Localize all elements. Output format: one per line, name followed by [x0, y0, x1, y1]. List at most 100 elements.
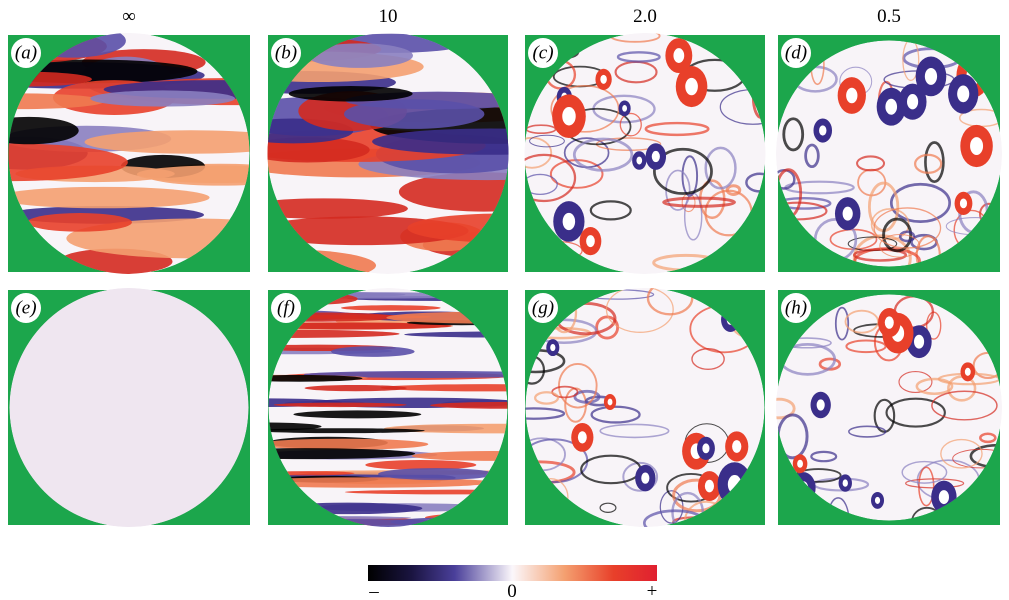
filament [848, 425, 887, 438]
filament [524, 173, 558, 196]
vortex-core [586, 235, 595, 248]
band [344, 99, 485, 129]
vortex-core [636, 156, 643, 165]
vortex-core [562, 212, 576, 231]
vortex-core [846, 87, 858, 104]
vortex-core [957, 85, 970, 103]
band [365, 460, 477, 470]
vortex-core [702, 443, 710, 454]
band [268, 477, 493, 488]
vortex-core [685, 77, 698, 96]
column-header: 2.0 [633, 6, 657, 27]
filament [572, 137, 634, 172]
filament [902, 40, 920, 82]
band [411, 451, 508, 461]
vortex-core [732, 440, 742, 453]
band [66, 218, 250, 259]
vortex-core [562, 106, 576, 126]
vortex-core [959, 198, 968, 209]
filament [810, 450, 838, 463]
vortex-core [924, 67, 938, 85]
panel-label: (e) [15, 297, 36, 318]
label-bg [271, 293, 301, 323]
panel-label: (d) [785, 42, 807, 63]
vortex-core [874, 496, 881, 504]
filament [622, 461, 659, 492]
band [307, 43, 413, 68]
band [383, 423, 508, 434]
filament [590, 405, 641, 424]
sphere [525, 288, 765, 527]
label-bg [781, 38, 811, 68]
filament [653, 147, 713, 195]
band [430, 401, 508, 409]
panel-label: (c) [532, 42, 553, 63]
filament [776, 397, 796, 420]
filament [599, 423, 670, 439]
label-bg [11, 38, 41, 68]
filament [725, 184, 742, 196]
filament [525, 407, 566, 420]
label-bg [11, 293, 41, 323]
filament [873, 398, 896, 433]
filament [940, 438, 983, 469]
filament [882, 217, 913, 253]
filament [898, 370, 933, 393]
label-bg [271, 38, 301, 68]
filament [844, 309, 879, 334]
band [288, 86, 413, 102]
filament [599, 502, 617, 513]
filament [931, 390, 998, 421]
filament [534, 391, 560, 405]
filament [573, 389, 601, 404]
vortex-core [885, 98, 898, 115]
filament [589, 200, 632, 221]
vortex-core [938, 490, 949, 505]
vortex-core [964, 367, 971, 376]
filament [911, 506, 943, 521]
filament [914, 153, 943, 174]
vortex-core [641, 472, 650, 484]
colorbar [368, 565, 657, 581]
filament [782, 117, 805, 152]
vortex-core [970, 137, 984, 155]
filament [616, 51, 661, 63]
colorbar-max: + [647, 581, 658, 600]
band [8, 143, 128, 182]
panel-label: (f) [277, 297, 295, 318]
vortex-core [577, 431, 587, 444]
filament [924, 141, 945, 183]
filament [856, 155, 886, 172]
band [136, 165, 250, 183]
filament [704, 146, 737, 190]
band [8, 186, 210, 209]
band [372, 128, 509, 155]
band [340, 305, 441, 311]
filament [879, 234, 921, 258]
band [268, 312, 398, 322]
band [268, 374, 363, 382]
label-bg [781, 293, 811, 323]
filament [834, 306, 850, 341]
band [303, 370, 508, 378]
filament [644, 121, 710, 137]
label-bg [528, 293, 558, 323]
filament [853, 248, 908, 262]
filament [691, 348, 725, 371]
filament [845, 339, 887, 354]
vortex-core [842, 479, 848, 487]
label-bg [528, 38, 558, 68]
filament [605, 288, 674, 334]
band [331, 346, 415, 357]
band [344, 489, 508, 495]
vortex-core [816, 399, 825, 411]
band [90, 90, 236, 107]
filament [804, 143, 820, 169]
filament [524, 153, 577, 203]
filament [646, 288, 694, 316]
filament [889, 182, 951, 224]
band [293, 410, 422, 419]
band [398, 172, 509, 212]
sphere-disc [776, 40, 1002, 267]
